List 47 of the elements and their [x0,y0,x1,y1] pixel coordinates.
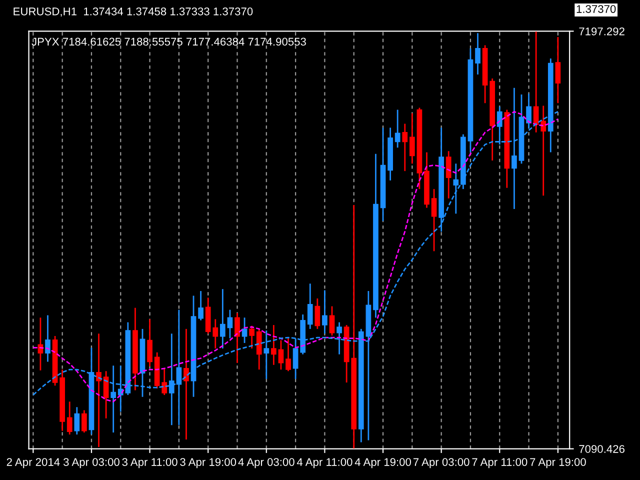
x-tick-label: 4 Apr 11:00 [296,458,352,468]
candlestick [394,109,400,148]
candlestick [96,332,102,448]
x-tick-label: 4 Apr 19:00 [354,458,412,468]
candlestick [220,288,226,350]
candlestick [292,338,298,380]
candlestick [336,322,342,356]
candlestick [286,338,291,372]
candlestick [402,123,408,172]
candlestick [242,316,248,344]
candlestick [45,314,50,362]
candlestick [249,325,255,350]
candlestick [446,150,452,200]
candlestick [234,312,240,364]
x-tick-label: 7 Apr 11:00 [472,458,528,468]
candlestick [431,188,437,252]
candlestick [307,282,313,330]
y-tick-label: 7090.426 [579,445,624,453]
candlestick [314,298,320,330]
x-tick-label: 4 Apr 03:00 [238,458,294,468]
candlestick [329,306,335,336]
x-tick-label: 7 Apr 03:00 [413,458,470,468]
candlestick [227,309,233,340]
candlestick [74,406,80,436]
y-tick-label: 7197.292 [579,27,624,36]
chart-title: JPYX 7184.61625 7188.55575 7177.46384 7174.90553 [32,38,306,46]
candlestick [475,32,480,76]
candlestick [322,290,328,334]
candlestick [147,318,152,368]
x-tick-label: 3 Apr 03:00 [63,458,120,468]
candlestick [82,410,87,434]
x-tick-label: 3 Apr 11:00 [122,458,178,468]
candlestick [409,112,415,164]
candlestick [256,328,262,370]
text: EURUSD,H1 1.37434 1.37458 1.37333 1.37370 [14,7,253,17]
candlestick [555,36,561,104]
x-tick-label: 2 Apr 2014 [6,458,60,468]
candlestick [453,162,459,214]
candlestick [264,330,270,380]
x-tick-label: 3 Apr 19:00 [180,458,236,468]
candlestick [198,290,204,322]
candlestick [184,328,189,440]
candlestick [278,340,284,370]
candlestick [66,400,72,436]
x-tick-label: 7 Apr 19:00 [530,458,586,468]
candlestick [271,324,276,366]
text: 1.37370 [576,5,616,13]
